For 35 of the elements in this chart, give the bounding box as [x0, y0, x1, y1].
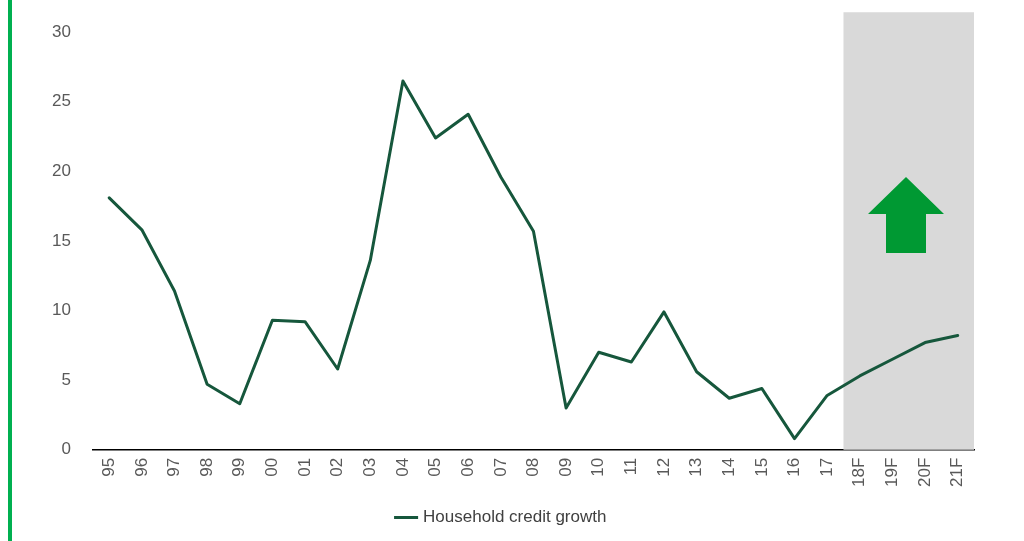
x-tick-label: 05 [425, 457, 445, 477]
y-tick-label: 0 [61, 439, 71, 459]
x-tick-label: 95 [98, 457, 118, 477]
x-tick-label: 04 [392, 457, 412, 477]
x-tick-label: 00 [262, 457, 282, 477]
x-tick-label: 18F [849, 457, 869, 487]
y-tick-label: 30 [51, 21, 71, 41]
x-tick-label: 03 [359, 457, 379, 477]
y-tick-label: 5 [61, 369, 71, 389]
x-tick-label: 08 [523, 457, 543, 477]
x-tick-label: 20F [914, 457, 934, 487]
x-tick-label: 06 [457, 457, 477, 477]
x-tick-label: 99 [229, 457, 249, 477]
x-tick-label: 97 [164, 457, 184, 477]
x-tick-label: 09 [555, 457, 575, 477]
x-tick-label: 02 [327, 457, 347, 477]
x-tick-label: 11 [621, 457, 641, 476]
x-tick-label: 01 [294, 457, 314, 477]
y-tick-label: 10 [51, 300, 71, 320]
x-tick-label: 16 [784, 457, 804, 477]
x-tick-label: 07 [490, 457, 510, 477]
x-tick-label: 15 [751, 457, 771, 477]
y-tick-label: 20 [51, 161, 71, 181]
legend-label: Household credit growth [423, 507, 607, 527]
x-tick-label: 19F [882, 457, 902, 487]
x-tick-label: 14 [718, 457, 738, 477]
x-tick-label: 13 [686, 457, 706, 477]
x-tick-label: 21F [947, 457, 967, 487]
x-tick-label: 12 [653, 457, 673, 477]
x-tick-label: 98 [196, 457, 216, 477]
x-tick-label: 96 [131, 457, 151, 477]
y-tick-label: 15 [51, 230, 71, 250]
x-tick-label: 10 [588, 457, 608, 477]
x-tick-label: 17 [816, 457, 836, 477]
y-tick-label: 25 [51, 91, 71, 111]
